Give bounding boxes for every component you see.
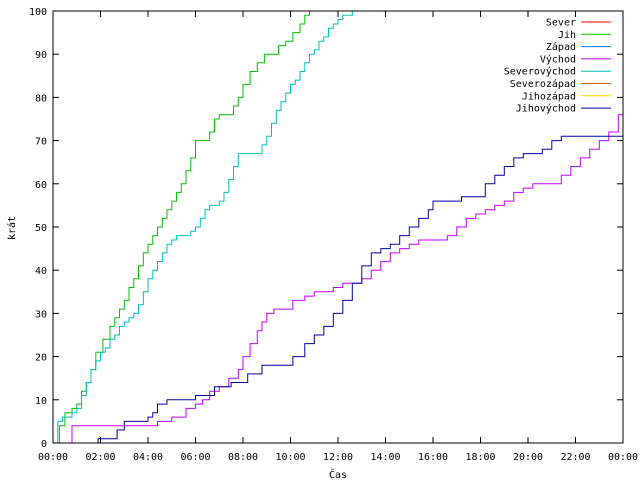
x-axis: 00:00 02:00 04:00 06:00 08:00 10:00 12:00 14:00…	[38, 11, 638, 463]
x-tick-label: 00:00	[38, 452, 68, 463]
x-tick-label: 18:00	[465, 452, 495, 463]
x-tick-label: 14:00	[370, 452, 400, 463]
legend-label: Jihozápad	[522, 90, 576, 102]
x-tick-label: 12:00	[323, 452, 353, 463]
x-tick-label: 10:00	[275, 452, 305, 463]
y-tick-label: 80	[35, 93, 47, 104]
y-tick-label: 70	[35, 137, 47, 148]
legend-label: Severovýchod	[504, 66, 576, 78]
series-line-8	[88, 135, 623, 444]
y-tick-label: 90	[35, 50, 47, 61]
y-tick-label: 100	[29, 7, 47, 18]
y-axis: 0 10 20 30 40 50 60 70 80 90 100	[29, 7, 623, 450]
x-tick-label: 08:00	[228, 452, 258, 463]
y-tick-label: 60	[35, 180, 47, 191]
y-axis-label: krát	[6, 216, 18, 240]
legend-label: Jih	[558, 30, 576, 41]
y-tick-label: 20	[35, 353, 47, 364]
x-tick-label: 06:00	[180, 452, 210, 463]
x-tick-label: 04:00	[133, 452, 163, 463]
legend-label: Sever	[546, 18, 576, 29]
y-tick-label: 10	[35, 396, 47, 407]
legend-label: Severozápad	[510, 78, 576, 90]
plot-series-layer	[53, 10, 624, 444]
legend-label: Jihovýchod	[516, 103, 576, 115]
x-tick-label: 16:00	[418, 452, 448, 463]
legend-label: Západ	[546, 41, 576, 53]
legend: SeverJihZápadVýchodSeverovýchodSeverozáp…	[504, 18, 611, 115]
y-tick-label: 40	[35, 266, 47, 277]
x-tick-label: 00:00	[608, 452, 638, 463]
y-tick-label: 50	[35, 223, 47, 234]
x-axis-label: Čas	[329, 468, 347, 480]
y-tick-label: 0	[41, 439, 47, 450]
x-tick-label: 02:00	[85, 452, 115, 463]
y-tick-label: 30	[35, 309, 47, 320]
series-line-4	[69, 97, 624, 444]
x-tick-label: 22:00	[560, 452, 590, 463]
x-tick-label: 20:00	[513, 452, 543, 463]
legend-label: Východ	[540, 53, 576, 65]
series-line-2	[57, 11, 310, 444]
series-line-5	[53, 10, 357, 444]
